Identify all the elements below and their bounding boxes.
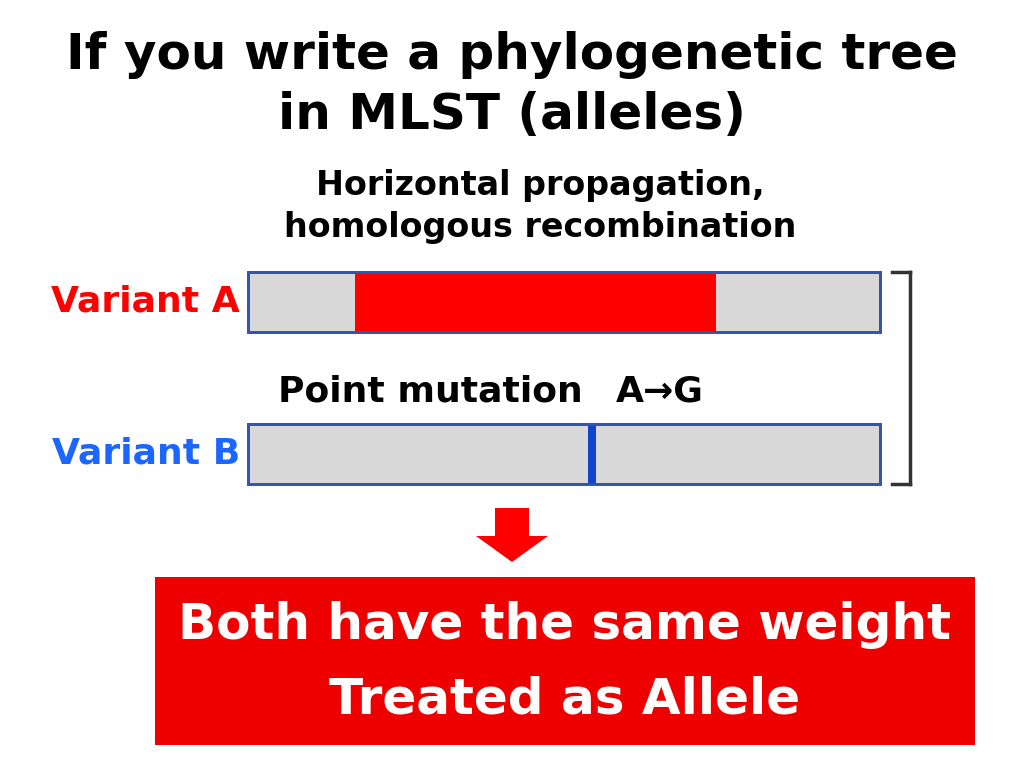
Polygon shape xyxy=(476,536,548,562)
Bar xyxy=(355,272,716,332)
Text: in MLST (alleles): in MLST (alleles) xyxy=(279,91,745,139)
Text: If you write a phylogenetic tree: If you write a phylogenetic tree xyxy=(67,31,957,79)
Text: Horizontal propagation,: Horizontal propagation, xyxy=(315,169,764,201)
Text: homologous recombination: homologous recombination xyxy=(284,211,797,245)
Bar xyxy=(248,272,880,332)
Bar xyxy=(155,577,975,745)
Bar xyxy=(495,508,529,536)
Bar xyxy=(589,424,596,484)
Text: Variant A: Variant A xyxy=(51,285,240,319)
Bar xyxy=(248,424,880,484)
Text: Point mutation: Point mutation xyxy=(278,375,583,409)
Text: Treated as Allele: Treated as Allele xyxy=(330,676,801,724)
Text: A→G: A→G xyxy=(616,375,703,409)
Bar xyxy=(248,424,880,484)
Text: Both have the same weight: Both have the same weight xyxy=(178,601,951,649)
Text: Variant B: Variant B xyxy=(52,437,240,471)
Bar xyxy=(248,272,880,332)
